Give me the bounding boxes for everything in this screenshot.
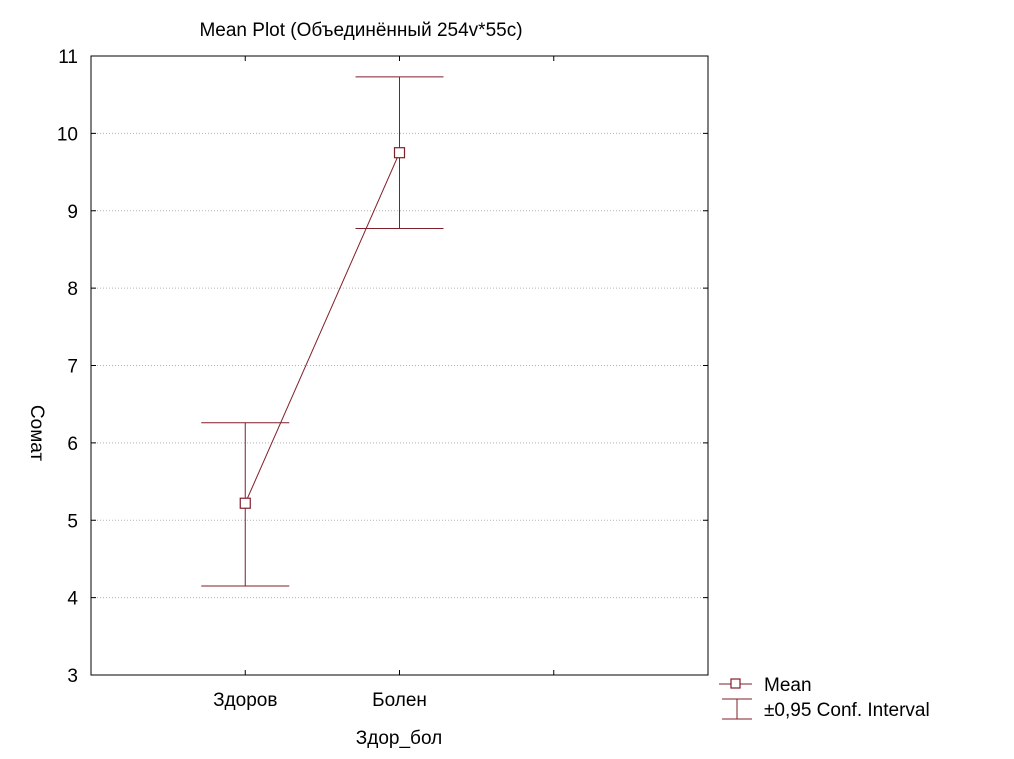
- grid-lines: [91, 132, 708, 599]
- y-tick-label: 11: [58, 47, 78, 68]
- y-tick-label: 6: [67, 434, 78, 455]
- legend-ci-label: ±0,95 Conf. Interval: [764, 700, 930, 721]
- legend-mean-marker: [730, 678, 741, 689]
- x-axis-label: Здор_бол: [356, 728, 442, 749]
- x-tick-labels: Здоров Болен: [213, 690, 427, 711]
- y-tick-labels: 3 4 5 6 7 8 9 10 11: [57, 47, 79, 687]
- mean-point-Здоров: [239, 497, 251, 509]
- y-tick-label: 8: [67, 279, 78, 300]
- y-tick-label: 3: [67, 666, 78, 687]
- chart-title: Mean Plot (Объединённый 254v*55c): [199, 20, 522, 41]
- y-tick-label: 7: [67, 357, 78, 378]
- y-tick-label: 10: [57, 124, 78, 145]
- series-line-mean: [244, 152, 400, 504]
- y-tick-label: 9: [67, 202, 78, 223]
- y-tick-label: 5: [67, 511, 78, 532]
- legend: Mean ±0,95 Conf. Interval: [719, 675, 930, 721]
- y-tick-label: 4: [67, 589, 78, 610]
- legend-mean-label: Mean: [764, 675, 812, 696]
- plot-frame: [90, 55, 709, 676]
- mean-series: [201, 76, 444, 587]
- y-axis-label: Сомат: [26, 405, 47, 462]
- mean-point-Болен: [393, 147, 406, 159]
- x-tick-label-Здоров: Здоров: [213, 690, 277, 711]
- axis-ticks: [91, 55, 708, 676]
- x-tick-label-Болен: Болен: [372, 690, 427, 711]
